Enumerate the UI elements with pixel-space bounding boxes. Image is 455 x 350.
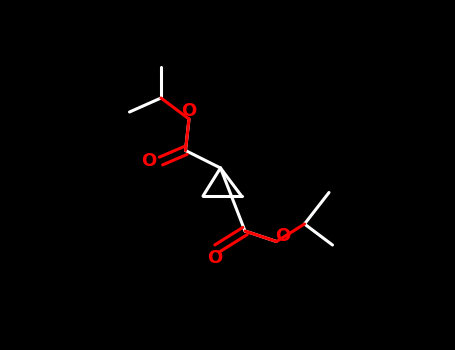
Text: O: O bbox=[182, 102, 197, 120]
Text: O: O bbox=[207, 249, 223, 267]
Text: O: O bbox=[141, 152, 157, 170]
Text: O: O bbox=[275, 227, 290, 245]
